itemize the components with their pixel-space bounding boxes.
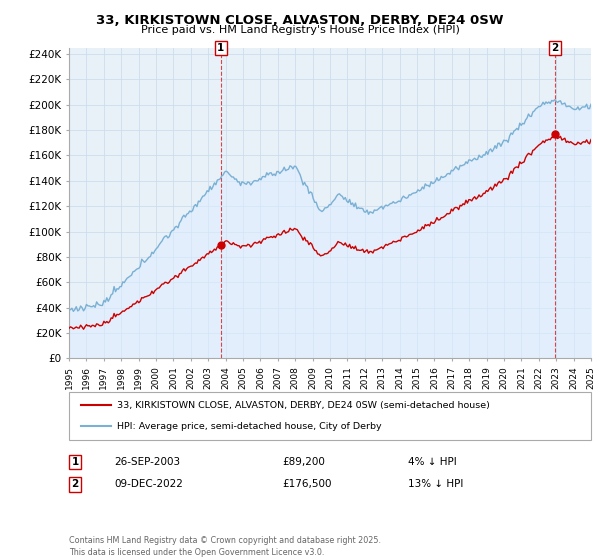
Text: Contains HM Land Registry data © Crown copyright and database right 2025.
This d: Contains HM Land Registry data © Crown c… [69,536,381,557]
Text: 2: 2 [71,479,79,489]
Text: 2: 2 [551,43,559,53]
Text: 09-DEC-2022: 09-DEC-2022 [114,479,183,489]
Text: £176,500: £176,500 [282,479,331,489]
Text: 33, KIRKISTOWN CLOSE, ALVASTON, DERBY, DE24 0SW: 33, KIRKISTOWN CLOSE, ALVASTON, DERBY, D… [96,14,504,27]
Text: 13% ↓ HPI: 13% ↓ HPI [408,479,463,489]
Text: 1: 1 [71,457,79,467]
Text: £89,200: £89,200 [282,457,325,467]
Text: 4% ↓ HPI: 4% ↓ HPI [408,457,457,467]
Text: 33, KIRKISTOWN CLOSE, ALVASTON, DERBY, DE24 0SW (semi-detached house): 33, KIRKISTOWN CLOSE, ALVASTON, DERBY, D… [117,401,490,410]
Text: Price paid vs. HM Land Registry's House Price Index (HPI): Price paid vs. HM Land Registry's House … [140,25,460,35]
Text: HPI: Average price, semi-detached house, City of Derby: HPI: Average price, semi-detached house,… [117,422,382,431]
Text: 26-SEP-2003: 26-SEP-2003 [114,457,180,467]
Text: 1: 1 [217,43,224,53]
